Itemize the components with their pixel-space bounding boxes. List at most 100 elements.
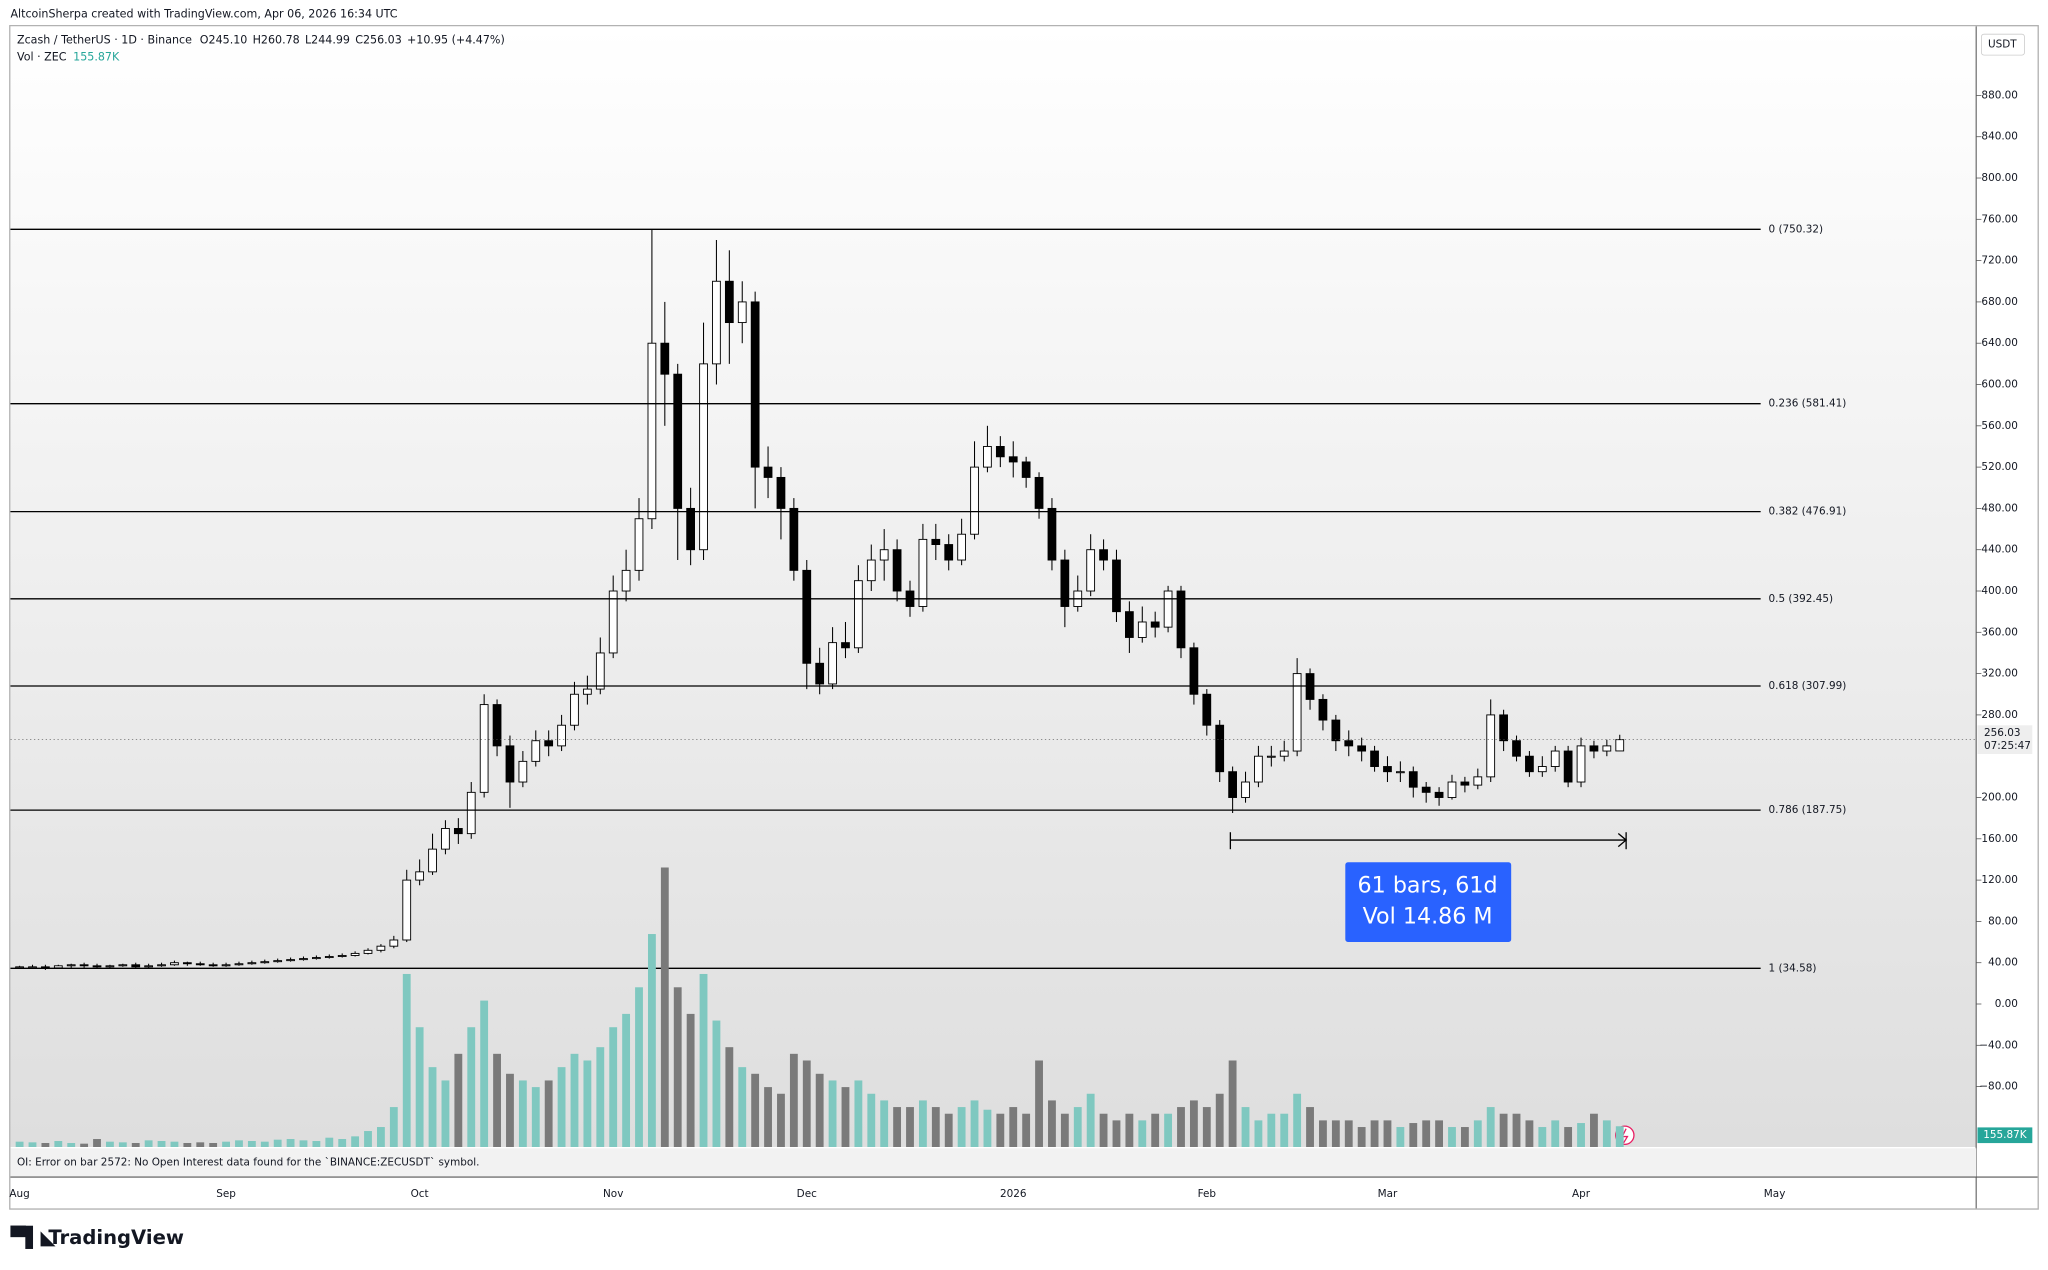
symbol: Zcash / TetherUS · 1D · Binance [17, 34, 192, 47]
volume-bar [1073, 1107, 1082, 1147]
candle-body [1408, 771, 1418, 788]
plot-area [10, 26, 1977, 1148]
volume-bar [828, 1080, 837, 1147]
volume-bar [1538, 1127, 1547, 1147]
fib-label: 0.382 (476.91) [1768, 506, 1846, 518]
volume-bar [1035, 1060, 1043, 1147]
volume-bar [41, 1143, 50, 1147]
candle-body [970, 466, 979, 535]
volume-bar [493, 1053, 501, 1147]
volume-bar [1267, 1113, 1276, 1147]
candle-body [1370, 750, 1379, 767]
volume-bar [1409, 1123, 1418, 1147]
volume-bar [506, 1073, 514, 1147]
volume-bar [1602, 1120, 1611, 1147]
volume-bar [235, 1140, 243, 1147]
x-tick-label: Mar [1378, 1188, 1398, 1200]
volume-bar [725, 1047, 734, 1147]
volume-bar [1060, 1113, 1069, 1147]
candle-body [1383, 766, 1392, 773]
y-tick-label: 720.00 [1981, 255, 2018, 267]
candle-body [118, 964, 128, 967]
y-tick-label: 440.00 [1981, 544, 2018, 556]
candle-body [879, 549, 889, 561]
y-tick-label: 360.00 [1981, 626, 2018, 638]
volume-bar [1577, 1123, 1585, 1147]
volume-name: Vol · ZEC [17, 51, 67, 64]
volume-bar [402, 973, 411, 1147]
y-tick-label: 560.00 [1981, 420, 2018, 432]
volume-tag [1977, 1127, 2033, 1144]
ohlc-key: L [305, 34, 312, 47]
volume-bar [1138, 1120, 1147, 1147]
ohlc-value: 244.99 [311, 34, 350, 47]
y-tick-label: 520.00 [1981, 461, 2018, 473]
candle-body [621, 569, 631, 592]
fib-label: 0.5 (392.45) [1768, 593, 1833, 605]
y-tick-label: 840.00 [1981, 131, 2018, 143]
countdown: 07:25:47 [1984, 740, 2031, 752]
volume-bar [854, 1080, 863, 1147]
volume-bar [170, 1141, 179, 1147]
volume-bar [1473, 1120, 1482, 1147]
volume-bar [1448, 1127, 1456, 1147]
volume-bar [1615, 1126, 1624, 1147]
candle-body [1434, 791, 1444, 798]
volume-bar [157, 1141, 166, 1147]
candle-body [634, 518, 644, 571]
candle-body [350, 952, 360, 956]
volume-bar [699, 973, 708, 1147]
candle-body [1008, 456, 1018, 463]
candle-body [105, 965, 115, 968]
candle-body [324, 956, 334, 959]
candle-body [170, 962, 179, 966]
volume-bar [1177, 1107, 1185, 1147]
volume-bar [1280, 1113, 1289, 1147]
volume-bar [802, 1060, 811, 1147]
candle-body [66, 964, 76, 967]
watermark: AltcoinSherpa created with TradingView.c… [10, 8, 397, 21]
candle-body [712, 280, 721, 365]
volume-bar [557, 1067, 566, 1147]
volume-bar [1228, 1060, 1237, 1147]
volume-bar [518, 1080, 527, 1147]
volume-bar [247, 1141, 256, 1147]
volume-bar [144, 1140, 153, 1147]
candle-body [892, 549, 902, 592]
volume-bar [583, 1060, 592, 1147]
candle-body [595, 652, 605, 690]
volume-bar [1435, 1120, 1444, 1147]
candle-body [1021, 461, 1031, 478]
volume-bar [376, 1127, 385, 1147]
volume-bar [815, 1073, 824, 1147]
candle-body [273, 960, 283, 963]
candle-body [1279, 750, 1289, 757]
volume-bar [415, 1027, 424, 1147]
candle-body [1615, 739, 1625, 752]
fib-label: 0 (750.32) [1768, 223, 1823, 235]
candle-body [815, 662, 825, 685]
candle-body [221, 964, 231, 967]
volume-bar [467, 1027, 476, 1147]
volume-bar [1331, 1120, 1340, 1147]
candle-body [1512, 740, 1521, 757]
volume-bar [1512, 1113, 1521, 1147]
x-tick-label: May [1764, 1188, 1786, 1200]
candle-body [453, 828, 463, 835]
volume-bar [454, 1053, 463, 1147]
candle-body [1086, 549, 1096, 592]
ohlc-value: 256.03 [363, 34, 402, 47]
candle-body [441, 828, 450, 850]
candle-body [1241, 781, 1250, 798]
currency-button[interactable] [1980, 33, 2025, 56]
volume-bar [867, 1093, 876, 1147]
volume-bar [1048, 1100, 1056, 1147]
candle-body [647, 342, 657, 520]
alert-icon-bolt [1621, 1128, 1629, 1144]
volume-bar [751, 1073, 760, 1147]
fib-label: 1 (34.58) [1768, 962, 1816, 974]
y-tick-label: 760.00 [1981, 213, 2018, 225]
volume-bar [596, 1047, 605, 1147]
volume-bar [880, 1100, 889, 1147]
